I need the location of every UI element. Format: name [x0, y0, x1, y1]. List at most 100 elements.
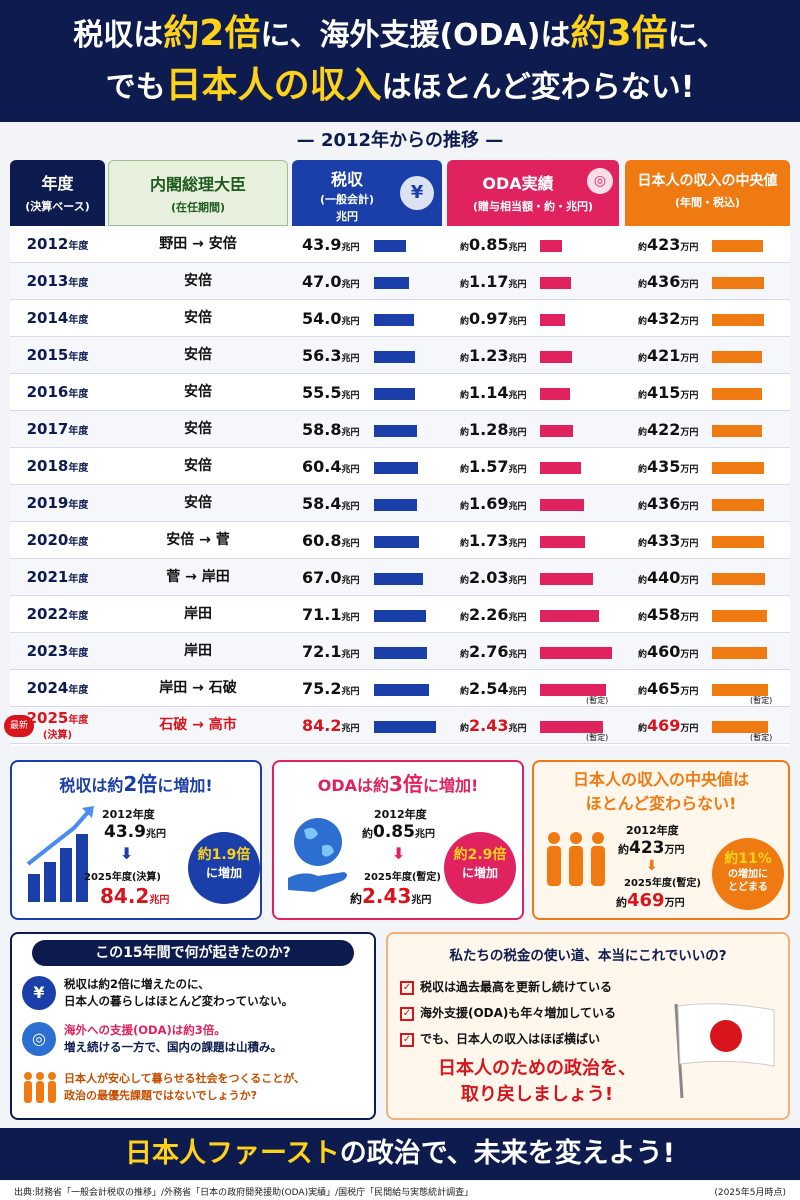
- oda-value: 約2.26兆円: [460, 605, 527, 624]
- year-unit: 年度: [68, 389, 89, 400]
- income-bar: [712, 610, 767, 622]
- year-unit: 年度: [68, 463, 89, 474]
- section-subtitle: — 2012年からの推移 —: [296, 130, 504, 151]
- tax-bar: [374, 388, 415, 400]
- headline-highlight: 日本人の収入: [165, 65, 382, 106]
- tax-value: 71.1兆円: [302, 605, 360, 624]
- year-label: 2025年度(暫定): [364, 872, 441, 883]
- summary-income: 日本人の収入の中央値は ほとんど変わらない! 2012年度 約423万円 ⬇ 2…: [532, 760, 790, 920]
- income-bar: [712, 647, 767, 659]
- oda-bar: [540, 462, 581, 474]
- year-unit: 年度: [68, 611, 89, 622]
- year-value: 2014: [26, 309, 69, 327]
- income-bar: [712, 684, 768, 696]
- growth-badge: 約1.9倍 に増加: [188, 832, 260, 904]
- oda-bar: [540, 314, 565, 326]
- oda-bar: [540, 647, 612, 659]
- arrow-down-icon: ⬇: [646, 858, 658, 874]
- oda-value: 約1.57兆円: [460, 457, 527, 476]
- tax-bar: [374, 499, 417, 511]
- year-cell: 2012年度: [10, 226, 105, 265]
- tax-value: 58.4兆円: [302, 494, 360, 513]
- people-icon: [547, 832, 605, 886]
- oda-value: 約2.03兆円: [460, 568, 527, 587]
- point-1: 税収は約2倍に増えたのに、 日本人の暮らしはほとんど変わっていない。: [64, 977, 294, 1008]
- year-label: 2012年度: [102, 808, 155, 821]
- table-row: 最新 2025年度 (決算) 石破 → 高市 84.2兆円 約2.43兆円 約469万円 (暫…: [4, 707, 790, 744]
- year-unit: 年度: [68, 315, 89, 326]
- date-note: (2025年5月時点): [714, 1188, 786, 1198]
- family-icon: [24, 1072, 56, 1103]
- oda-bar: [540, 536, 585, 548]
- oda-bar: [540, 351, 572, 363]
- tax-bar: [374, 462, 418, 474]
- column-unit: 兆円: [336, 210, 358, 223]
- source-note: (2025年5月時点) 出典:財務省「一般会計税収の推移」/外務省「日本の政府開…: [0, 1181, 800, 1200]
- income-value: 約435万円: [638, 457, 699, 476]
- year-value: 2016: [26, 383, 69, 401]
- globe-icon: ◎: [587, 168, 613, 194]
- tax-value: 67.0兆円: [302, 568, 360, 587]
- year-value: 2018: [26, 457, 69, 475]
- oda-value: 約1.23兆円: [460, 346, 527, 365]
- prime-minister-cell: 安倍 → 菅: [166, 532, 230, 548]
- column-header-income: 日本人の収入の中央値 (年間・税込): [625, 160, 790, 226]
- value-start: 約0.85兆円: [362, 822, 435, 842]
- oda-value: 約2.54兆円: [460, 679, 527, 698]
- japan-flag-icon: [674, 1003, 775, 1099]
- headline-text: でも: [105, 70, 166, 105]
- table-row: 2020年度 安倍 → 菅 60.8兆円 約1.73兆円 約433万円: [10, 522, 790, 559]
- latest-badge: 最新: [4, 715, 34, 737]
- income-value: 約440万円: [638, 568, 699, 587]
- income-bar: [712, 388, 762, 400]
- tax-bar: [374, 240, 406, 252]
- tax-value: 75.2兆円: [302, 679, 360, 698]
- tax-value: 60.8兆円: [302, 531, 360, 550]
- year-cell: 2022年度: [10, 596, 105, 635]
- year-cell: 2020年度: [10, 522, 105, 561]
- headline-text: に、: [667, 18, 727, 53]
- summary-title: ほとんど変わらない!: [585, 794, 737, 813]
- year-value: 2024: [26, 679, 69, 697]
- oda-value: 約2.76兆円: [460, 642, 527, 661]
- table-row: 2021年度 菅 → 岸田 67.0兆円 約2.03兆円 約440万円: [10, 559, 790, 596]
- table-row: 2014年度 安倍 54.0兆円 約0.97兆円 約432万円: [10, 300, 790, 337]
- year-cell: 2025年度 (決算): [10, 707, 105, 742]
- table-row: 2015年度 安倍 56.3兆円 約1.23兆円 約421万円: [10, 337, 790, 374]
- summary-tax: 税収は約2倍に増加! 2012年度 43.9兆円 ⬇ 2025年度(決算) 84…: [10, 760, 262, 920]
- income-bar: [712, 425, 762, 437]
- income-value: 約465万円: [638, 679, 699, 698]
- column-header-oda: ODA実績 (贈与相当額・約・兆円) ◎: [447, 160, 619, 226]
- column-header-year: 年度 (決算ベース): [10, 160, 105, 226]
- year-unit: 年度: [68, 648, 89, 659]
- oda-bar: [540, 240, 562, 252]
- income-bar: [712, 277, 764, 289]
- oda-value: 約1.69兆円: [460, 494, 527, 513]
- tax-bar: [374, 647, 427, 659]
- oda-bar: [540, 721, 603, 733]
- year-unit: 年度: [68, 574, 89, 585]
- growth-badge: 約2.9倍 に増加: [444, 832, 516, 904]
- column-title: 年度: [41, 174, 74, 193]
- year-cell: 2021年度: [10, 559, 105, 598]
- year-cell: 2018年度: [10, 448, 105, 487]
- oda-bar: [540, 499, 584, 511]
- year-value: 2012: [26, 235, 69, 253]
- oda-value: 約0.85兆円: [460, 235, 527, 254]
- provisional-note: (暫定): [750, 733, 773, 742]
- headline-highlight: 約2倍: [163, 13, 261, 54]
- year-label: 2012年度: [374, 808, 427, 821]
- income-bar: [712, 536, 764, 548]
- year-value: 2019: [26, 494, 69, 512]
- tax-value: 72.1兆円: [302, 642, 360, 661]
- year-label: 2012年度: [626, 824, 679, 837]
- prime-minister-cell: 安倍: [184, 495, 212, 511]
- headline-highlight: 約3倍: [570, 13, 668, 54]
- year-unit: 年度: [68, 278, 89, 289]
- column-header-tax: 税収 (一般会計) 兆円 ¥: [292, 160, 442, 226]
- year-unit: 年度: [68, 500, 89, 511]
- column-title: 日本人の収入の中央値: [637, 173, 778, 189]
- year-cell: 2019年度: [10, 485, 105, 524]
- income-value: 約415万円: [638, 383, 699, 402]
- oda-value: 約1.73兆円: [460, 531, 527, 550]
